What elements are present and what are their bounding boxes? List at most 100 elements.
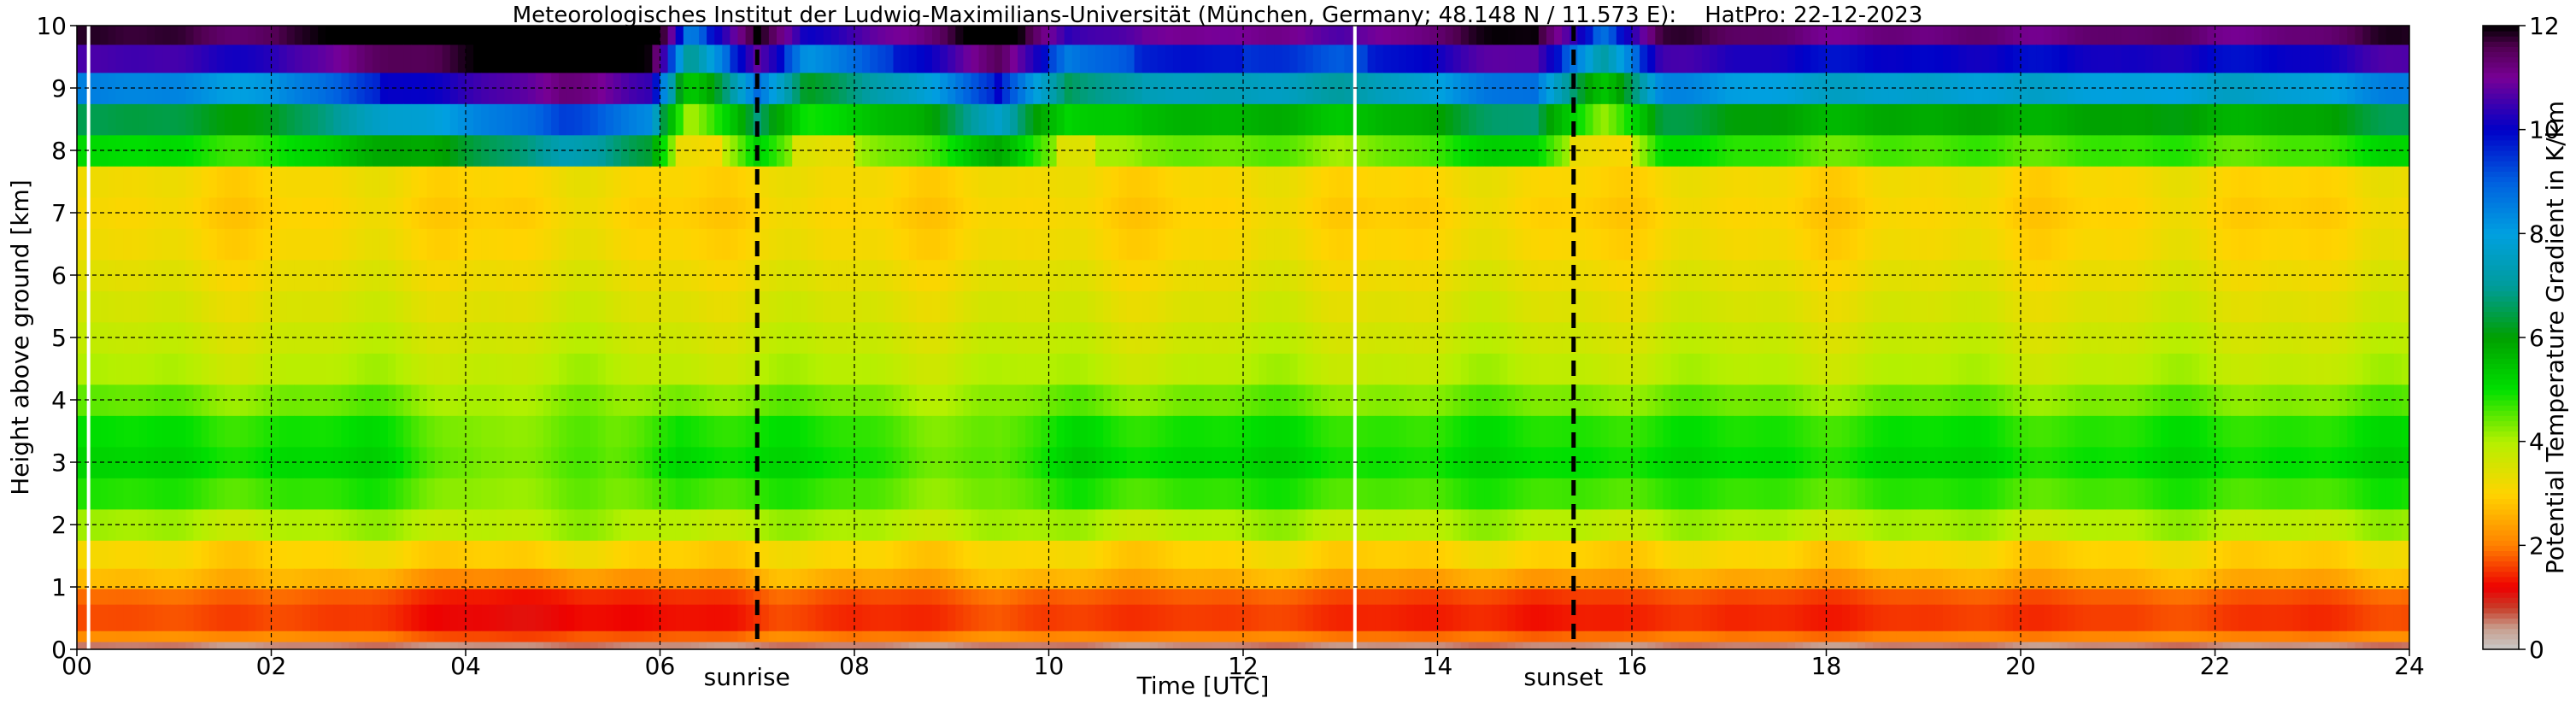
heatmap-cell bbox=[854, 166, 863, 198]
heatmap-cell bbox=[434, 478, 443, 510]
heatmap-cell bbox=[948, 415, 956, 448]
heatmap-cell bbox=[597, 568, 607, 590]
heatmap-cell bbox=[792, 290, 801, 323]
heatmap-cell bbox=[1289, 641, 1299, 649]
heatmap-cell bbox=[411, 618, 420, 631]
heatmap-cell bbox=[519, 604, 529, 619]
heatmap-cell bbox=[1064, 508, 1073, 541]
heatmap-cell bbox=[356, 44, 366, 73]
heatmap-cell bbox=[123, 259, 132, 291]
heatmap-cell bbox=[1010, 540, 1018, 569]
heatmap-cell bbox=[1329, 415, 1337, 448]
heatmap-cell bbox=[1523, 321, 1532, 354]
heatmap-cell bbox=[1570, 415, 1578, 448]
heatmap-cell bbox=[1289, 568, 1299, 590]
heatmap-cell bbox=[1259, 228, 1267, 261]
heatmap-cell bbox=[1118, 540, 1128, 569]
heatmap-cell bbox=[1041, 26, 1050, 45]
heatmap-cell bbox=[403, 353, 412, 385]
heatmap-cell bbox=[1010, 384, 1018, 416]
heatmap-cell bbox=[201, 353, 210, 385]
heatmap-cell bbox=[830, 72, 840, 104]
heatmap-cell bbox=[862, 540, 871, 569]
heatmap-cell bbox=[963, 618, 972, 631]
heatmap-cell bbox=[1103, 540, 1112, 569]
heatmap-cell bbox=[1399, 44, 1407, 73]
heatmap-cell bbox=[333, 197, 342, 229]
heatmap-cell bbox=[216, 134, 226, 167]
heatmap-cell bbox=[271, 478, 280, 510]
heatmap-cell bbox=[1663, 540, 1672, 569]
heatmap-cell bbox=[100, 197, 109, 229]
heatmap-cell bbox=[605, 290, 614, 323]
heatmap-cell bbox=[77, 166, 85, 198]
heatmap-cell bbox=[155, 26, 163, 45]
heatmap-cell bbox=[481, 618, 490, 631]
heatmap-cell bbox=[240, 631, 249, 642]
heatmap-cell bbox=[108, 197, 117, 229]
heatmap-cell bbox=[566, 228, 575, 261]
heatmap-cell bbox=[760, 478, 770, 510]
heatmap-cell bbox=[737, 540, 747, 569]
heatmap-cell bbox=[1282, 44, 1291, 73]
heatmap-cell bbox=[846, 166, 855, 198]
heatmap-cell bbox=[341, 631, 350, 642]
heatmap-cell bbox=[1382, 353, 1392, 385]
heatmap-cell bbox=[551, 568, 560, 590]
heatmap-cell bbox=[1593, 353, 1602, 385]
heatmap-cell bbox=[1344, 228, 1353, 261]
heatmap-cell bbox=[271, 568, 280, 590]
heatmap-cell bbox=[1321, 604, 1329, 619]
heatmap-cell bbox=[1243, 228, 1252, 261]
heatmap-cell bbox=[644, 641, 653, 649]
heatmap-cell bbox=[1227, 415, 1236, 448]
heatmap-cell bbox=[893, 321, 902, 354]
heatmap-cell bbox=[1686, 384, 1695, 416]
heatmap-cell bbox=[185, 540, 195, 569]
heatmap-cell bbox=[675, 26, 684, 45]
heatmap-cell bbox=[1422, 290, 1430, 323]
heatmap-cell bbox=[792, 321, 801, 354]
heatmap-cell bbox=[1399, 604, 1407, 619]
heatmap-cell bbox=[1111, 618, 1119, 631]
heatmap-cell bbox=[100, 228, 109, 261]
heatmap-cell bbox=[240, 540, 249, 569]
heatmap-cell bbox=[1515, 259, 1524, 291]
heatmap-cell bbox=[115, 568, 125, 590]
heatmap-cell bbox=[1476, 415, 1485, 448]
heatmap-cell bbox=[255, 72, 264, 104]
heatmap-cell bbox=[356, 568, 366, 590]
heatmap-cell bbox=[1079, 415, 1088, 448]
heatmap-cell bbox=[1375, 568, 1384, 590]
heatmap-cell bbox=[1359, 618, 1369, 631]
heatmap-cell bbox=[138, 166, 148, 198]
heatmap-cell bbox=[551, 540, 560, 569]
heatmap-cell bbox=[1585, 568, 1594, 590]
heatmap-cell bbox=[1095, 478, 1104, 510]
heatmap-cell bbox=[481, 353, 490, 385]
heatmap-cell bbox=[994, 540, 1003, 569]
heatmap-cell bbox=[1259, 26, 1267, 45]
heatmap-cell bbox=[1554, 321, 1563, 354]
heatmap-cell bbox=[1632, 446, 1640, 478]
heatmap-cell bbox=[807, 478, 817, 510]
heatmap-cell bbox=[341, 44, 350, 73]
heatmap-cell bbox=[1546, 641, 1555, 649]
heatmap-cell bbox=[131, 353, 140, 385]
heatmap-cell bbox=[1088, 604, 1096, 619]
heatmap-cell bbox=[940, 540, 948, 569]
heatmap-cell bbox=[1608, 134, 1617, 167]
heatmap-cell bbox=[466, 478, 474, 510]
heatmap-cell bbox=[683, 166, 692, 198]
heatmap-cell bbox=[1289, 588, 1299, 605]
heatmap-cell bbox=[496, 415, 506, 448]
heatmap-cell bbox=[294, 259, 303, 291]
heatmap-cell bbox=[193, 166, 202, 198]
heatmap-cell bbox=[838, 103, 848, 136]
heatmap-cell bbox=[1157, 540, 1166, 569]
heatmap-cell bbox=[792, 415, 801, 448]
heatmap-cell bbox=[893, 568, 902, 590]
heatmap-cell bbox=[1188, 26, 1197, 45]
heatmap-cell bbox=[1492, 588, 1500, 605]
heatmap-cell bbox=[1623, 44, 1633, 73]
